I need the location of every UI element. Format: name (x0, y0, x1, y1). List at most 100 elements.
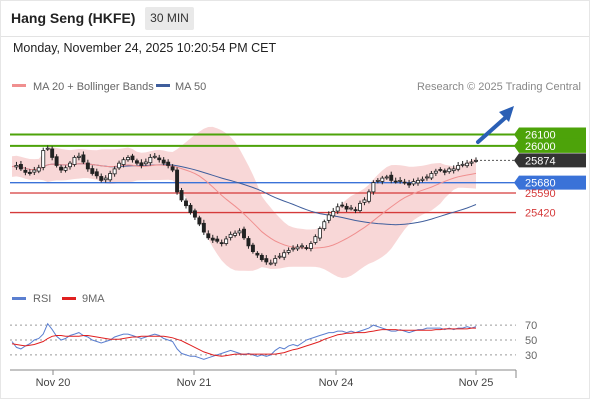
candle-bear (389, 174, 394, 181)
candle-bull (349, 207, 354, 210)
candle-bull (366, 191, 371, 202)
candle-bull (286, 250, 291, 253)
candle-bear (215, 238, 220, 242)
candle-bull (273, 258, 278, 264)
candle-bull (295, 246, 300, 250)
candle-bull (103, 177, 108, 181)
candle-bear (442, 170, 447, 173)
candle-bear (438, 169, 443, 171)
forecast-arrow-shaft (476, 116, 507, 144)
candle-bull (32, 169, 37, 173)
candle-bear (23, 169, 28, 173)
candle-bear (175, 169, 180, 193)
timeframe-button[interactable]: 30 MIN (145, 7, 194, 30)
candle-bear (255, 252, 260, 256)
candle-bull (291, 247, 296, 250)
candle-bull (371, 182, 376, 193)
candle-bull (451, 168, 456, 172)
candle-bear (407, 182, 412, 186)
candle-bear (18, 164, 23, 170)
candle-bear (139, 162, 144, 166)
candle-bear (50, 148, 55, 158)
candle-bear (94, 171, 99, 177)
candle-bear (250, 244, 255, 252)
chart-header-bar: Hang Seng (HKFE) 30 MIN (0, 0, 590, 37)
candle-bear (179, 190, 184, 201)
candle-bull (416, 179, 420, 184)
candle-bull (148, 157, 153, 164)
candle-bull (313, 236, 318, 243)
candle-bear (130, 155, 135, 161)
candle-bear (206, 233, 211, 239)
price-tag-label-25874: 25874 (525, 155, 556, 167)
candle-bull (322, 221, 327, 230)
candle-bear (157, 157, 162, 161)
candle-bull (36, 167, 41, 172)
candle-bear (192, 210, 197, 218)
candle-bull (447, 168, 452, 173)
candle-bear (166, 161, 171, 166)
forecast-arrowhead (499, 106, 514, 122)
price-tag-label-25680: 25680 (525, 178, 556, 190)
candle-bull (68, 162, 72, 168)
candle-bull (362, 199, 367, 203)
rsi-ma-legend-swatch (62, 297, 76, 300)
candle-bull (143, 161, 148, 165)
price-tag-25874 (514, 153, 586, 168)
ma50-legend-label: MA 50 (175, 81, 206, 93)
price-tag-label-26000: 26000 (525, 141, 556, 153)
candle-bull (112, 168, 117, 175)
candle-bull (326, 214, 331, 221)
candle-bull (228, 233, 233, 238)
ma20-legend-swatch (12, 84, 26, 87)
candle-bull (398, 179, 403, 182)
candle-bull (117, 162, 122, 169)
price-tag-label-26100: 26100 (525, 129, 556, 141)
rsi-tick-50: 50 (525, 335, 537, 347)
rsi-ma-legend-label: 9MA (82, 293, 105, 305)
candle-bear (210, 237, 215, 241)
candle-bear (344, 205, 349, 210)
candle-bull (358, 202, 362, 211)
level-label-25420: 25420 (525, 208, 556, 220)
x-tick-label: Nov 24 (319, 377, 354, 389)
candle-bull (224, 238, 229, 244)
price-tag-26100 (514, 127, 586, 142)
candle-bear (170, 166, 175, 171)
candle-bull (45, 147, 50, 150)
research-credit: Research © 2025 Trading Central (417, 81, 581, 93)
candle-bull (76, 155, 81, 158)
candle-bull (14, 165, 19, 168)
candle-bull (108, 173, 113, 181)
candle-bear (201, 222, 206, 233)
x-tick-label: Nov 25 (459, 377, 494, 389)
candle-bull (375, 179, 380, 182)
candle-bear (184, 200, 188, 207)
candle-bull (380, 177, 385, 182)
candle-bull (474, 160, 478, 162)
price-tag-26000 (514, 138, 586, 153)
candle-bull (300, 245, 304, 248)
rsi-legend-swatch (12, 297, 26, 300)
rsi-legend-label: RSI (33, 293, 51, 305)
candle-bear (246, 238, 251, 247)
price-tag-25680 (514, 175, 586, 190)
candle-bull (152, 155, 157, 158)
timestamp: Monday, November 24, 2025 10:20:54 PM CE… (13, 41, 277, 55)
candle-bull (237, 230, 242, 234)
candle-bull (411, 181, 416, 185)
candle-bull (469, 161, 474, 164)
candle-bull (424, 176, 429, 179)
candle-bull (335, 206, 340, 212)
candle-bear (27, 171, 32, 174)
candle-bull (460, 163, 465, 166)
candle-bull (268, 262, 273, 265)
candle-bull (41, 150, 46, 168)
candle-bear (85, 162, 90, 170)
candle-bear (353, 209, 358, 212)
rsi-ma-line (11, 327, 476, 357)
candle-bull (282, 252, 287, 258)
candle-bear (81, 154, 86, 163)
candle-bear (340, 204, 345, 207)
